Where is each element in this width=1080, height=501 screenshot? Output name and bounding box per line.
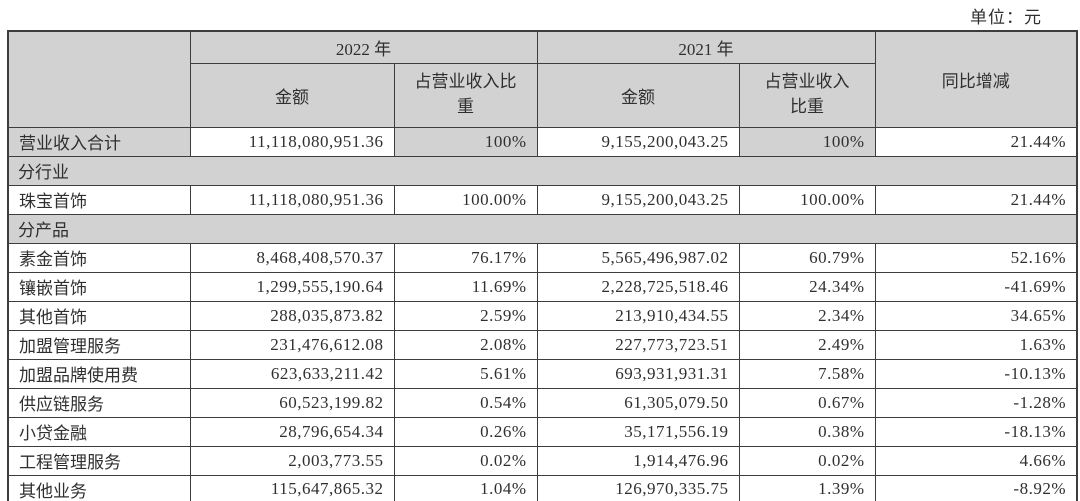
section-label-cell: 分行业 [7, 155, 1078, 186]
share-2021-header: 占营业收入 比重 [738, 62, 876, 128]
share-2022-cell: 2.08% [393, 329, 538, 360]
share-2021-cell: 24.34% [738, 271, 876, 302]
amount-2022-header: 金额 [189, 62, 395, 128]
amount-2021-header: 金额 [536, 62, 740, 128]
table-row: 供应链服务 60,523,199.82 0.54% 61,305,079.50 0.67… [7, 387, 1078, 418]
amount-2021-cell: 126,970,335.75 [536, 474, 740, 501]
yoy-cell: -18.13% [874, 416, 1078, 447]
table-row: 素金首饰 8,468,408,570.37 76.17% 5,565,496,987.… [7, 242, 1078, 273]
amount-2021-cell: 213,910,434.55 [536, 300, 740, 331]
row-label-cell: 小贷金融 [7, 416, 191, 447]
amount-2022-cell: 28,796,654.34 [189, 416, 395, 447]
yoy-cell: -41.69% [874, 271, 1078, 302]
yoy-cell: 34.65% [874, 300, 1078, 331]
amount-2021-cell: 5,565,496,987.02 [536, 242, 740, 273]
share-2022-cell: 0.54% [393, 387, 538, 418]
table-row: 小贷金融 28,796,654.34 0.26% 35,171,556.19 0.38%… [7, 416, 1078, 447]
yoy-cell: -8.92% [874, 474, 1078, 501]
amount-2022-cell: 60,523,199.82 [189, 387, 395, 418]
row-label-cell: 供应链服务 [7, 387, 191, 418]
yoy-cell: -10.13% [874, 358, 1078, 389]
share-2021-cell: 2.34% [738, 300, 876, 331]
table-row: 其他业务 115,647,865.32 1.04% 126,970,335.75 1.3… [7, 474, 1078, 501]
row-label-cell: 加盟品牌使用费 [7, 358, 191, 389]
share-2022-cell: 2.59% [393, 300, 538, 331]
amount-2022-cell: 1,299,555,190.64 [189, 271, 395, 302]
table-row: 珠宝首饰 11,118,080,951.36 100.00% 9,155,200,04… [7, 184, 1078, 215]
row-label-cell: 工程管理服务 [7, 445, 191, 476]
row-label-cell: 加盟管理服务 [7, 329, 191, 360]
share-2021-cell: 60.79% [738, 242, 876, 273]
yoy-cell: -1.28% [874, 387, 1078, 418]
share-2021-cell: 7.58% [738, 358, 876, 389]
yoy-cell: 52.16% [874, 242, 1078, 273]
table-row: 分行业 [7, 155, 1078, 186]
row-label-cell: 镶嵌首饰 [7, 271, 191, 302]
yoy-cell: 21.44% [874, 184, 1078, 215]
table-row: 其他首饰 288,035,873.82 2.59% 213,910,434.55 2.3… [7, 300, 1078, 331]
share-2022-cell: 0.26% [393, 416, 538, 447]
share-2022-header: 占营业收入比 重 [393, 62, 538, 128]
amount-2022-cell: 231,476,612.08 [189, 329, 395, 360]
amount-2022-cell: 623,633,211.42 [189, 358, 395, 389]
row-label-cell: 素金首饰 [7, 242, 191, 273]
share-2021-cell: 0.67% [738, 387, 876, 418]
amount-2021-cell: 2,228,725,518.46 [536, 271, 740, 302]
yoy-cell: 4.66% [874, 445, 1078, 476]
revenue-breakdown-table: 2022 年 2021 年 同比增减 金额 占营业收入比 重 金额 占营业收入 … [7, 30, 1078, 501]
amount-2021-cell: 227,773,723.51 [536, 329, 740, 360]
amount-2021-cell: 9,155,200,043.25 [536, 126, 740, 157]
share-2022-cell: 0.02% [393, 445, 538, 476]
unit-label: 单位：元 [970, 8, 1042, 27]
share-2022-cell: 100.00% [393, 184, 538, 215]
table-row: 营业收入合计 11,118,080,951.36 100% 9,155,200,043… [7, 126, 1078, 157]
row-label-cell: 其他首饰 [7, 300, 191, 331]
share-2022-cell: 11.69% [393, 271, 538, 302]
amount-2021-cell: 9,155,200,043.25 [536, 184, 740, 215]
share-2021-cell: 100.00% [738, 184, 876, 215]
share-2021-cell: 1.39% [738, 474, 876, 501]
table-row: 分产品 [7, 213, 1078, 244]
share-2022-cell: 76.17% [393, 242, 538, 273]
table-header: 2022 年 2021 年 同比增减 金额 占营业收入比 重 金额 占营业收入 … [7, 30, 1078, 128]
amount-2022-cell: 11,118,080,951.36 [189, 126, 395, 157]
amount-2022-cell: 8,468,408,570.37 [189, 242, 395, 273]
row-label-cell: 珠宝首饰 [7, 184, 191, 215]
amount-2022-cell: 11,118,080,951.36 [189, 184, 395, 215]
share-2021-cell: 100% [738, 126, 876, 157]
share-2021-cell: 0.38% [738, 416, 876, 447]
yoy-header: 同比增减 [874, 30, 1078, 128]
amount-2021-cell: 61,305,079.50 [536, 387, 740, 418]
row-label-cell: 其他业务 [7, 474, 191, 501]
table-row: 加盟管理服务 231,476,612.08 2.08% 227,773,723.51 2… [7, 329, 1078, 360]
amount-2022-cell: 2,003,773.55 [189, 445, 395, 476]
share-2022-cell: 5.61% [393, 358, 538, 389]
year-2022-header: 2022 年 [189, 30, 538, 64]
year-2021-header: 2021 年 [536, 30, 876, 64]
share-2022-cell: 100% [393, 126, 538, 157]
yoy-cell: 21.44% [874, 126, 1078, 157]
table-body: 营业收入合计 11,118,080,951.36 100% 9,155,200,043… [7, 126, 1078, 501]
row-label-cell: 营业收入合计 [7, 126, 191, 157]
amount-2021-cell: 1,914,476.96 [536, 445, 740, 476]
amount-2022-cell: 288,035,873.82 [189, 300, 395, 331]
amount-2022-cell: 115,647,865.32 [189, 474, 395, 501]
section-label-cell: 分产品 [7, 213, 1078, 244]
corner-empty-cell [7, 30, 191, 128]
table-row: 镶嵌首饰 1,299,555,190.64 11.69% 2,228,725,518.… [7, 271, 1078, 302]
share-2022-cell: 1.04% [393, 474, 538, 501]
amount-2021-cell: 35,171,556.19 [536, 416, 740, 447]
share-2021-cell: 2.49% [738, 329, 876, 360]
table-row: 加盟品牌使用费 623,633,211.42 5.61% 693,931,931.31… [7, 358, 1078, 389]
yoy-cell: 1.63% [874, 329, 1078, 360]
amount-2021-cell: 693,931,931.31 [536, 358, 740, 389]
table-row: 工程管理服务 2,003,773.55 0.02% 1,914,476.96 0.02%… [7, 445, 1078, 476]
share-2021-cell: 0.02% [738, 445, 876, 476]
